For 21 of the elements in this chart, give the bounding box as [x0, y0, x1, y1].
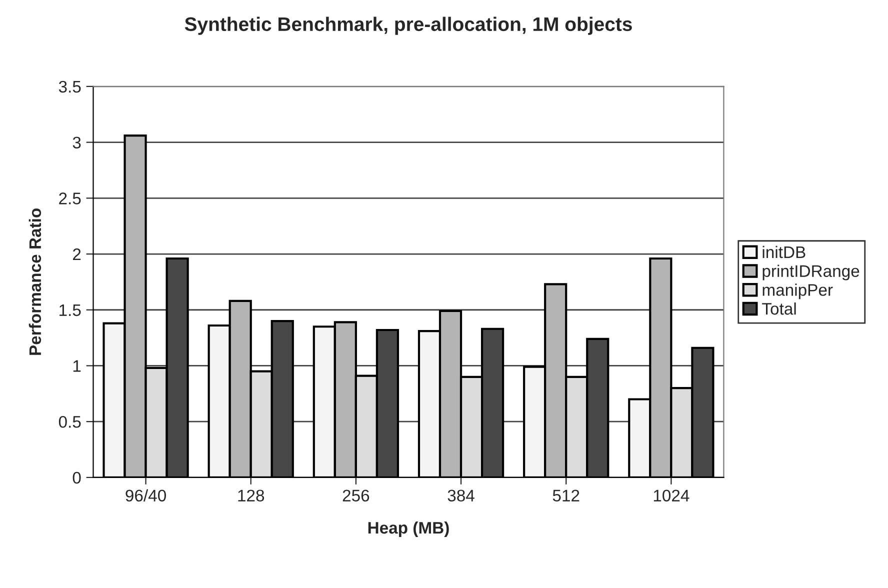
- x-tick-label: 512: [552, 490, 580, 502]
- y-tick-label: 2: [73, 248, 81, 260]
- y-tick-label: 1: [73, 360, 81, 372]
- x-tick-label: 256: [342, 490, 370, 502]
- x-axis-title: Heap (MB): [368, 521, 449, 537]
- y-tick-label: 0.5: [58, 416, 81, 428]
- y-tick-label: 0: [72, 472, 81, 484]
- legend-label: initDB: [762, 246, 806, 258]
- x-tick-label: 128: [238, 490, 264, 502]
- x-tick-label: 384: [448, 490, 474, 502]
- y-tick-label: 1.5: [60, 304, 81, 316]
- y-tick-label: 2.5: [59, 192, 81, 204]
- y-tick-label: 3.5: [58, 80, 81, 93]
- x-tick-label: 96/40: [126, 489, 166, 502]
- legend-label: Total: [762, 302, 796, 315]
- legend-label: manipPer: [762, 284, 833, 300]
- y-axis-title: Performance Ratio: [28, 208, 42, 355]
- chart-title: Synthetic Benchmark, pre-allocation, 1M objects: [184, 16, 632, 35]
- y-tick-label: 3: [72, 136, 81, 148]
- legend-label: printIDRange: [762, 264, 860, 280]
- x-tick-label: 1024: [654, 490, 690, 502]
